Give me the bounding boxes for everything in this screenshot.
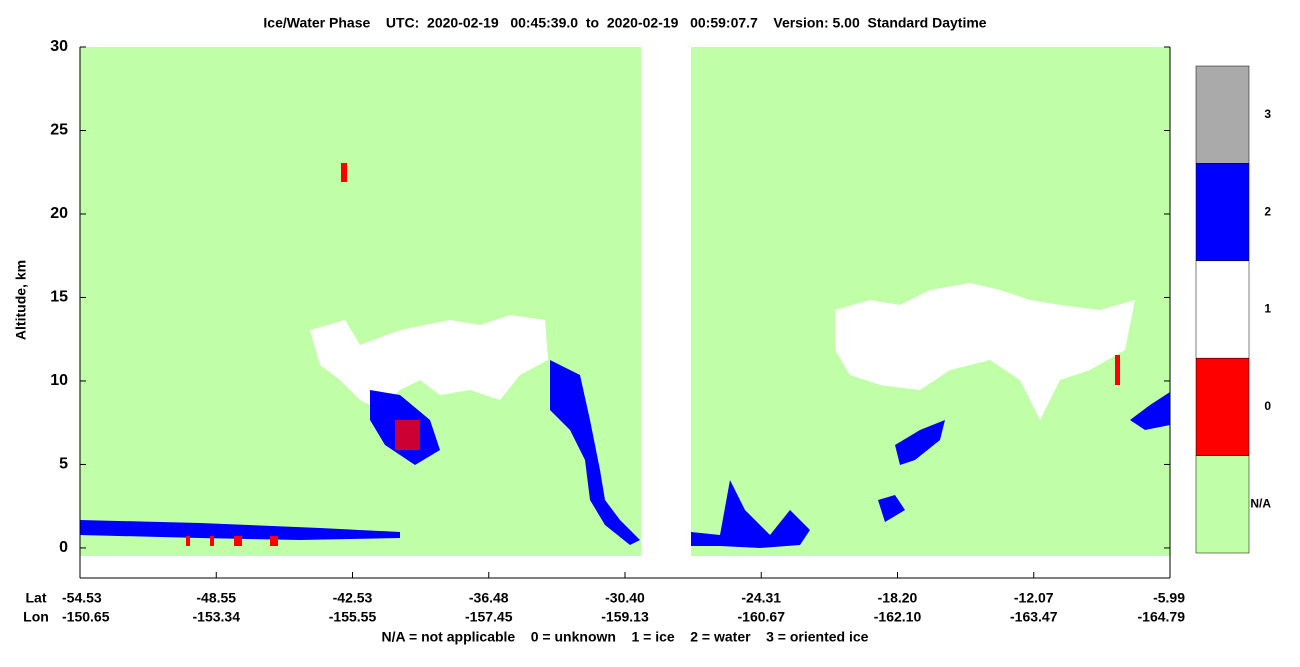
y-tick-label: 15 xyxy=(50,289,68,306)
x-tick-label: -164.79 xyxy=(1138,609,1186,625)
x-tick-label: -160.67 xyxy=(738,609,786,625)
x-row-name: Lat xyxy=(26,590,47,606)
x-tick-label: -12.07 xyxy=(1014,590,1054,606)
x-tick-label: -48.55 xyxy=(196,590,236,606)
colorbar-swatch xyxy=(1195,260,1250,359)
x-tick-label: -162.10 xyxy=(874,609,922,625)
chart-title: Ice/Water Phase UTC: 2020-02-19 00:45:39… xyxy=(263,15,986,31)
x-tick-label: -157.45 xyxy=(465,609,513,625)
y-axis-label: Altitude, km xyxy=(13,260,29,340)
plot-panel xyxy=(80,47,641,556)
x-tick-label: -150.65 xyxy=(62,609,110,625)
x-tick-label: -159.13 xyxy=(601,609,649,625)
colorbar-swatch xyxy=(1195,163,1250,262)
x-row-name: Lon xyxy=(23,609,49,625)
colorbar-label: 0 xyxy=(1264,399,1271,413)
colorbar-label: 1 xyxy=(1264,302,1271,316)
y-tick-label: 5 xyxy=(59,456,68,473)
x-tick-label: -30.40 xyxy=(605,590,645,606)
x-tick-label: -18.20 xyxy=(878,590,918,606)
x-tick-label: -155.55 xyxy=(329,609,377,625)
x-tick-label: -24.31 xyxy=(741,590,781,606)
colorbar-label: 2 xyxy=(1264,204,1271,218)
x-tick-label: -5.99 xyxy=(1153,590,1185,606)
x-tick-label: -153.34 xyxy=(193,609,241,625)
y-tick-label: 0 xyxy=(59,539,68,556)
y-tick-label: 25 xyxy=(50,122,68,139)
y-tick-label: 20 xyxy=(50,205,68,222)
x-tick-label: -54.53 xyxy=(62,590,102,606)
y-tick-label: 10 xyxy=(50,372,68,389)
x-tick-label: -163.47 xyxy=(1010,609,1058,625)
x-tick-label: -36.48 xyxy=(469,590,509,606)
colorbar-label: N/A xyxy=(1250,496,1271,510)
footnote: N/A = not applicable 0 = unknown 1 = ice… xyxy=(382,629,869,645)
colorbar-label: 3 xyxy=(1264,107,1271,121)
colorbar-swatch xyxy=(1195,357,1250,456)
y-tick-label: 30 xyxy=(50,38,68,55)
cloud-layer xyxy=(80,163,1170,548)
colorbar-swatch xyxy=(1195,455,1250,554)
colorbar-swatch xyxy=(1195,65,1250,164)
x-tick-label: -42.53 xyxy=(333,590,373,606)
